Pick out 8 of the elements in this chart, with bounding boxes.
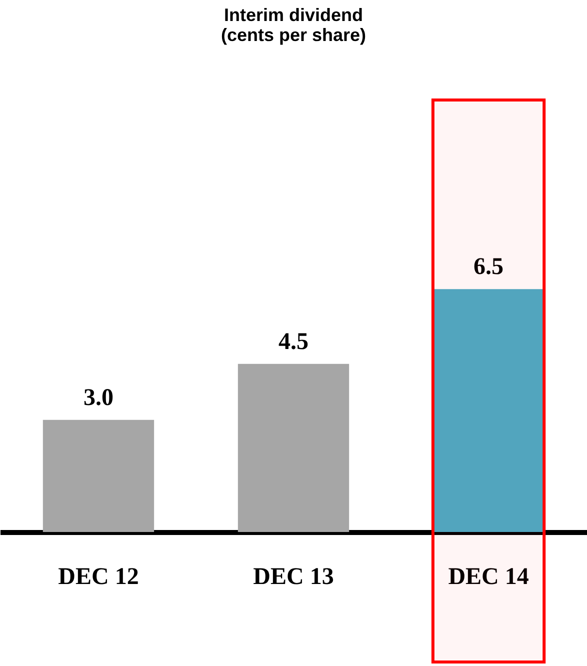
x-tick-label: DEC 12 bbox=[58, 564, 139, 590]
text: (cents per share) bbox=[220, 25, 366, 45]
x-tick-label: DEC 14 bbox=[448, 564, 529, 590]
text: Interim dividend bbox=[224, 5, 364, 25]
data-label: 3.0 bbox=[83, 384, 114, 411]
data-label: 4.5 bbox=[278, 328, 308, 355]
data-label: 6.5 bbox=[474, 254, 504, 280]
x-tick-label: DEC 13 bbox=[253, 564, 334, 590]
